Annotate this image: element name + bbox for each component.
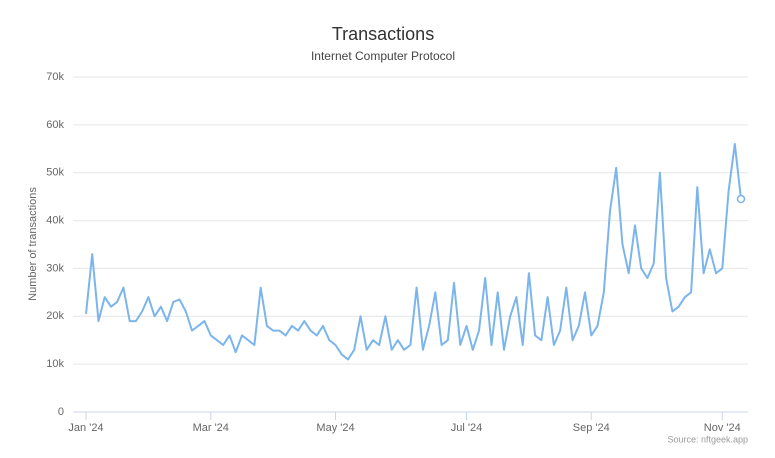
y-tick-label: 0 <box>58 406 64 418</box>
x-tick-label: Mar '24 <box>193 422 229 434</box>
y-tick-label: 60k <box>46 119 64 131</box>
y-tick-label: 20k <box>46 310 64 322</box>
y-tick-label: 50k <box>46 167 64 179</box>
y-tick-label: 30k <box>46 262 64 274</box>
source: Source: nftgeek.app <box>667 434 748 444</box>
x-tick-label: Jan '24 <box>68 422 103 434</box>
y-tick-label: 70k <box>46 71 64 83</box>
x-tick-label: Sep '24 <box>573 422 610 434</box>
y-tick-label: 10k <box>46 358 64 370</box>
y-axis-title: Number of transactions <box>27 187 39 301</box>
last-point <box>736 194 746 204</box>
chart-title: Transactions <box>332 24 434 44</box>
x-tick-label: May '24 <box>316 422 354 434</box>
data-line <box>85 143 742 361</box>
y-tick-label: 40k <box>46 214 64 226</box>
x-tick-label: Jul '24 <box>451 422 482 434</box>
chart-subtitle: Internet Computer Protocol <box>311 49 455 63</box>
x-tick-label: Nov '24 <box>704 422 741 434</box>
